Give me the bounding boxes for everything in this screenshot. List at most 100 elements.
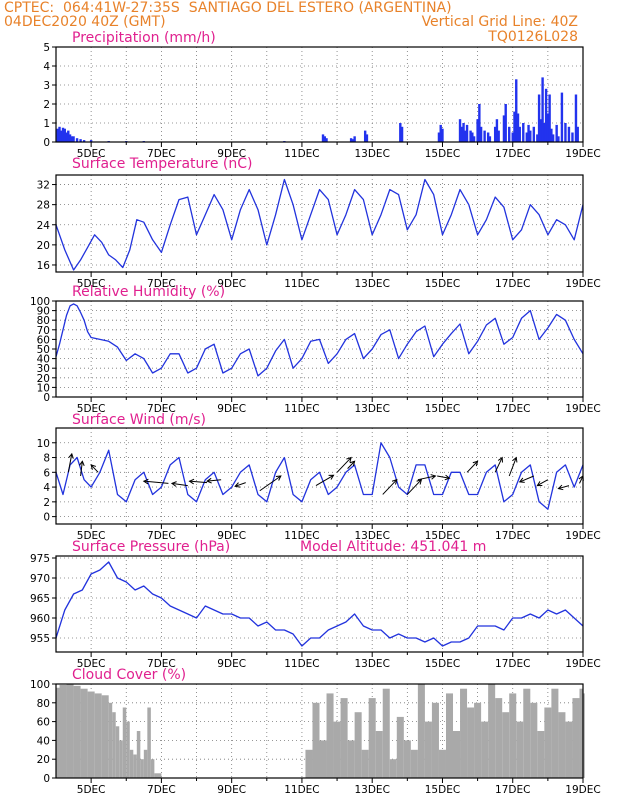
cloud-area-bar <box>87 691 95 778</box>
cloud-area-bar <box>572 698 580 778</box>
wind-arrow-head <box>444 474 451 481</box>
precip-bar <box>541 77 544 142</box>
temp-ytick-label: 20 <box>37 240 50 252</box>
wind-xtick-label: 13DEC <box>354 530 389 542</box>
wind-arrow-shaft <box>171 482 188 487</box>
cloud-area-bar <box>502 712 510 778</box>
cloud-area-bar <box>312 702 320 778</box>
header-line1: CPTEC: 064:41W-27:35S SANTIAGO DEL ESTER… <box>4 0 452 16</box>
cloud-area-bar <box>115 726 120 778</box>
wind-xtick-label: 17DEC <box>495 530 530 542</box>
wind-arrow-shaft <box>207 479 222 482</box>
precip-bar <box>399 123 402 142</box>
cloud-xtick-label: 19DEC <box>565 784 600 796</box>
wind-arrow-shaft <box>67 453 73 473</box>
wind-arrow-head <box>206 477 212 484</box>
precip-bar <box>56 128 59 142</box>
precip-bar <box>551 134 555 142</box>
precip-bar <box>65 132 68 142</box>
precip-bar <box>525 132 528 142</box>
precip-bar <box>544 88 548 142</box>
rh-xtick-label: 9DEC <box>217 403 246 415</box>
precip-ytick-label: 0 <box>43 137 50 149</box>
wind-panel: 0 2 4 6 8 10 5DEC 7DEC 9DEC 11DEC 13DEC 15DEC 17DEC 1… <box>37 412 601 542</box>
cloud-area-bar <box>66 684 74 778</box>
precip-xtick-label: 13DEC <box>354 148 389 160</box>
wind-xtick-label: 19DEC <box>565 530 600 542</box>
precip-bar <box>560 92 564 142</box>
precip-ytick-label: 2 <box>43 99 50 111</box>
cloud-area-bar <box>73 685 81 778</box>
cloud-area-bar <box>445 693 454 778</box>
wind-arrow-shaft <box>519 475 535 483</box>
rh-ytick-label: 80 <box>37 315 50 327</box>
wind-arrow-shaft <box>259 475 282 492</box>
temp-xtick-label: 13DEC <box>354 278 389 290</box>
cloud-frame <box>55 683 584 779</box>
temp-ytick-label: 16 <box>37 260 51 272</box>
precip-frame <box>55 46 584 143</box>
rh-ytick-label: 40 <box>37 354 50 366</box>
precip-bar <box>557 136 560 142</box>
cloud-area-bar <box>544 707 552 778</box>
temp-xtick-label: 15DEC <box>425 278 460 290</box>
cloud-area-bar <box>474 702 482 778</box>
cloud-area-bar <box>389 759 397 778</box>
cloud-area-bar <box>495 698 503 778</box>
precip-bar <box>67 130 70 142</box>
precip-bar <box>574 94 578 142</box>
wind-arrow-head <box>536 481 543 487</box>
cloud-ytick-label: 80 <box>37 698 50 710</box>
precip-bar <box>522 123 525 142</box>
rh-ytick-label: 10 <box>37 382 50 394</box>
precip-bar <box>546 113 550 142</box>
rh-ytick-label: 20 <box>37 373 50 385</box>
precip-bar <box>504 104 507 142</box>
precip-bar <box>441 128 444 142</box>
wind-arrow-shaft <box>382 479 398 495</box>
wind-arrow-head <box>79 460 85 467</box>
precip-bar <box>460 126 463 142</box>
header-date: 04DEC2020 40Z (GMT) <box>4 14 166 30</box>
precip-bar <box>472 136 476 142</box>
wind-arrow-shaft <box>466 460 478 473</box>
cloud-area-bar <box>80 688 88 778</box>
precip-bar <box>511 132 514 142</box>
precip-bar <box>539 119 543 142</box>
precip-bar <box>82 140 86 142</box>
cloud-area-bar <box>424 721 432 778</box>
cloud-xtick-label: 7DEC <box>147 784 176 796</box>
wind-arrow-shaft <box>189 480 208 484</box>
wind-arrow-head <box>518 477 525 483</box>
cloud-area-bar <box>368 698 376 778</box>
cloud-ytick-label: 20 <box>37 754 50 766</box>
wind-arrow-head <box>391 478 398 485</box>
wind-arrow-shaft <box>558 485 570 490</box>
cloud-area-bar <box>122 707 127 778</box>
rh-ytick-label: 70 <box>37 325 50 337</box>
pressure-ytick-label: 970 <box>30 573 50 585</box>
precip-bar <box>351 139 355 142</box>
cloud-area-bar <box>112 712 116 778</box>
precip-bar <box>458 119 462 142</box>
cloud-xtick-label: 15DEC <box>425 784 460 796</box>
precip-bar <box>400 126 404 142</box>
wind-arrow-shaft <box>90 464 99 473</box>
precip-bar <box>483 130 486 142</box>
temp-ytick-label: 32 <box>37 180 50 192</box>
temp-xtick-label: 11DEC <box>284 278 319 290</box>
cloud-xtick-label: 17DEC <box>495 784 530 796</box>
precip-bar <box>471 132 474 142</box>
wind-arrow-head <box>557 484 564 491</box>
cloud-area-bar <box>101 695 109 778</box>
precip-bar <box>365 134 369 142</box>
wind-ytick-label: 8 <box>43 453 50 465</box>
wind-arrow-shaft <box>406 479 422 495</box>
pressure-xtick-label: 15DEC <box>425 658 460 670</box>
wind-arrow-head <box>497 456 503 463</box>
rh-ytick-label: 60 <box>37 334 50 346</box>
precip-bar <box>469 130 472 142</box>
cloud-area-bar <box>460 688 468 778</box>
cloud-xtick-label: 9DEC <box>217 784 246 796</box>
